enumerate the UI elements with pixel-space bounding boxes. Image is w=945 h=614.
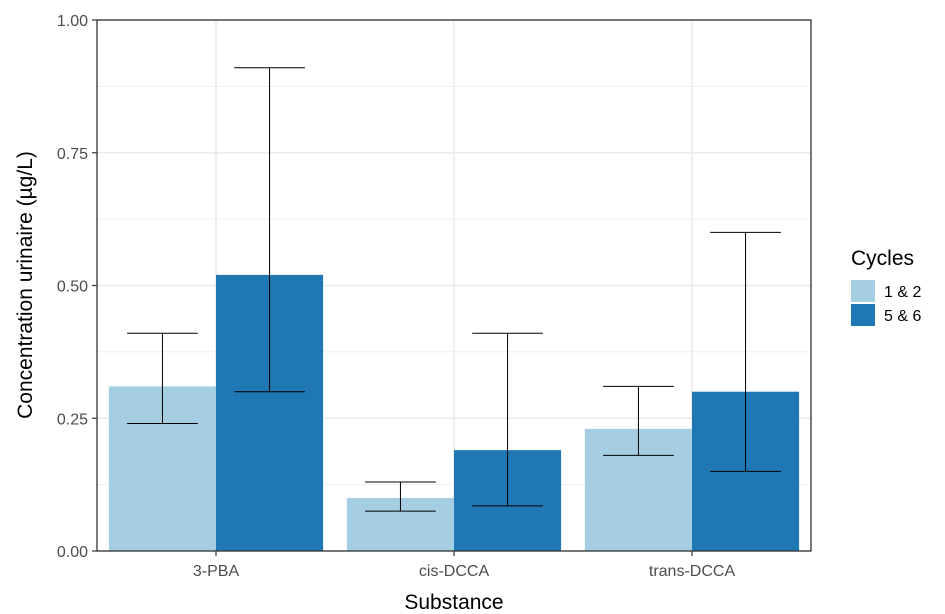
legend-swatch bbox=[851, 280, 875, 302]
y-axis: 0.00 0.25 0.50 0.75 1.00 bbox=[57, 13, 97, 561]
x-axis-title: Substance bbox=[404, 591, 503, 614]
y-tick-label: 1.00 bbox=[57, 13, 88, 30]
y-tick-label: 0.25 bbox=[57, 411, 88, 428]
legend: Cycles 1 & 2 5 & 6 bbox=[851, 247, 921, 326]
legend-label: 1 & 2 bbox=[884, 284, 921, 301]
x-tick-label: trans-DCCA bbox=[649, 563, 736, 580]
x-tick-label: 3-PBA bbox=[193, 563, 240, 580]
legend-label: 5 & 6 bbox=[884, 308, 921, 325]
x-tick-label: cis-DCCA bbox=[419, 563, 490, 580]
legend-title: Cycles bbox=[851, 247, 914, 270]
y-axis-title: Concentration urinaire (µg/L) bbox=[14, 151, 37, 419]
bars bbox=[108, 274, 800, 551]
x-axis: 3-PBA cis-DCCA trans-DCCA bbox=[193, 551, 736, 580]
error-bars bbox=[127, 67, 781, 512]
y-tick-label: 0.50 bbox=[57, 279, 88, 296]
legend-swatch bbox=[851, 304, 875, 326]
error-bar bbox=[127, 332, 198, 425]
error-bar bbox=[710, 231, 781, 472]
error-bar bbox=[472, 332, 543, 507]
y-tick-label: 0.00 bbox=[57, 544, 88, 561]
error-bar bbox=[603, 385, 674, 456]
error-bar bbox=[234, 67, 305, 393]
y-tick-label: 0.75 bbox=[57, 146, 88, 163]
error-bar bbox=[365, 481, 436, 512]
